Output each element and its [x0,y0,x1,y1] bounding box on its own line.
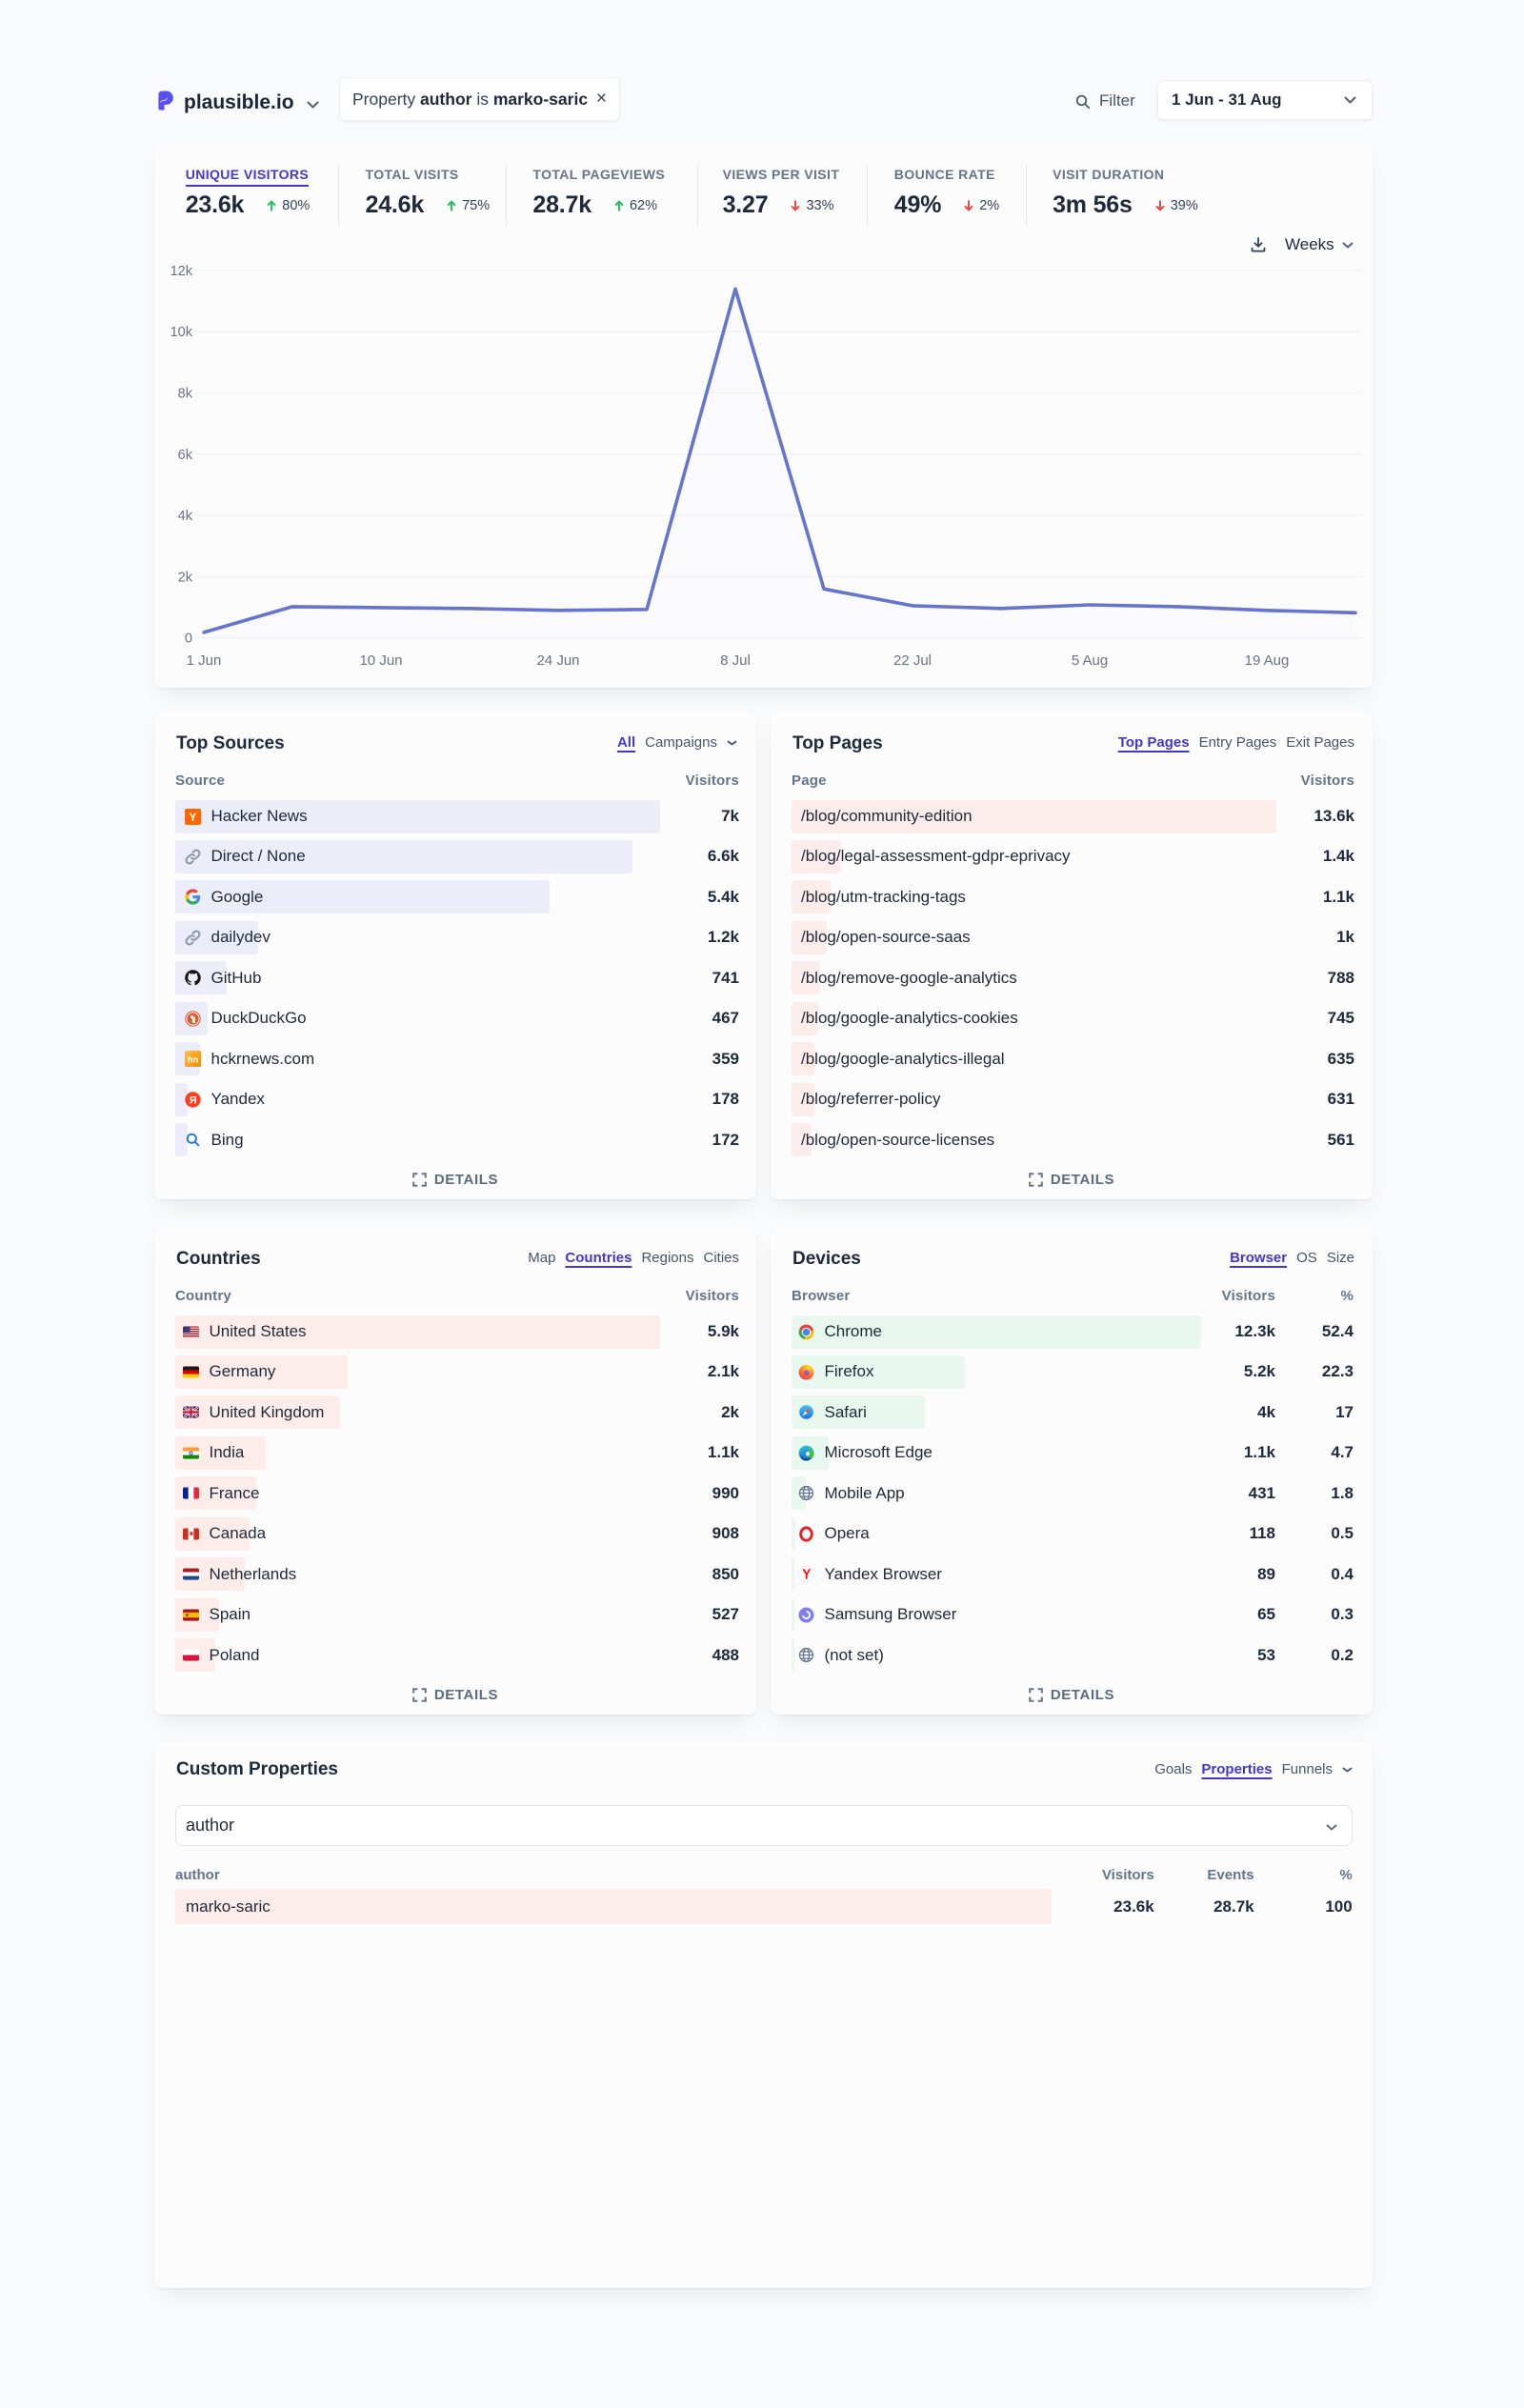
svg-text:Y: Y [189,813,196,824]
svg-text:10 Jun: 10 Jun [359,652,402,669]
svg-text:22 Jul: 22 Jul [893,652,932,669]
svg-text:2k: 2k [178,570,193,585]
svg-text:0: 0 [185,632,192,647]
svg-text:4k: 4k [178,509,193,524]
svg-text:12k: 12k [170,264,193,279]
svg-text:5 Aug: 5 Aug [1072,652,1108,669]
svg-text:hn: hn [187,1055,198,1066]
svg-text:10k: 10k [170,325,193,340]
svg-text:6k: 6k [178,448,193,463]
svg-text:1 Jun: 1 Jun [187,652,222,669]
svg-text:19 Aug: 19 Aug [1245,652,1290,669]
svg-text:8k: 8k [178,387,193,402]
svg-text:24 Jun: 24 Jun [536,652,579,669]
svg-text:Я: Я [189,1094,196,1106]
svg-text:8 Jul: 8 Jul [720,652,751,669]
